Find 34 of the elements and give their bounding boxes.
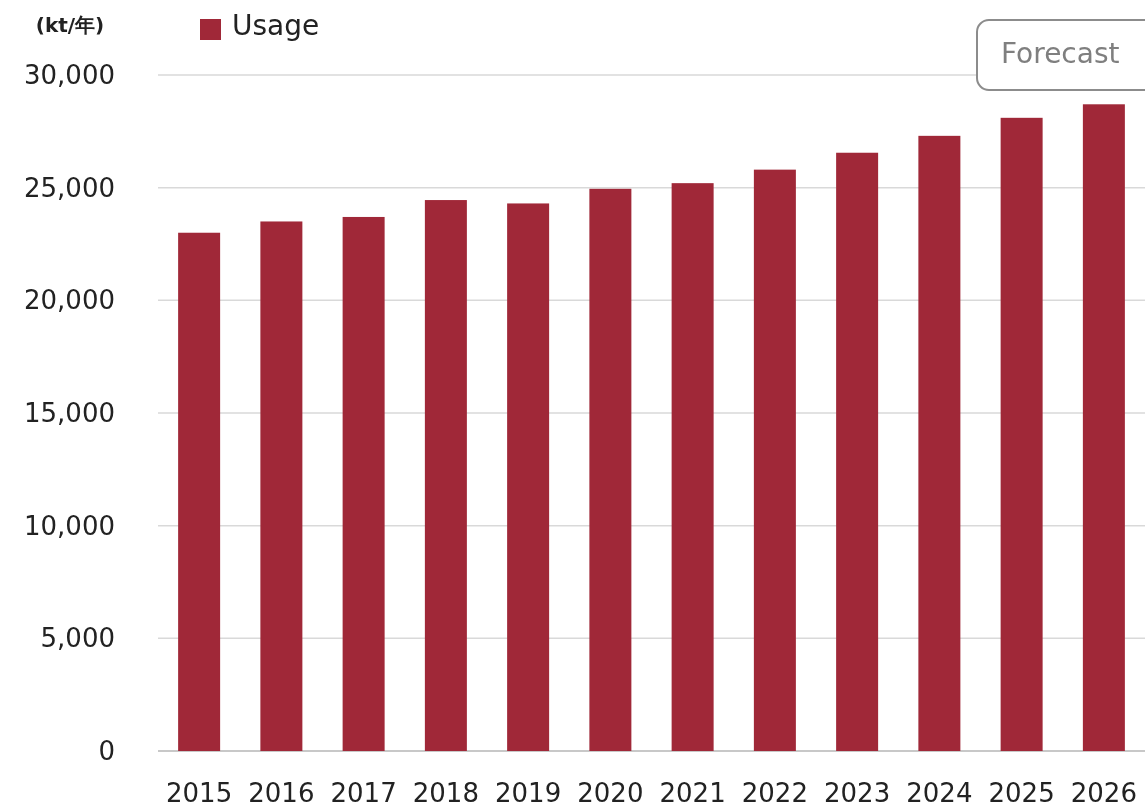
x-tick-label: 2024 (906, 778, 973, 808)
bar (671, 183, 714, 751)
x-tick-label: 2015 (166, 778, 233, 808)
x-tick-label: 2016 (248, 778, 315, 808)
bar (507, 203, 550, 751)
x-tick-label: 2020 (577, 778, 644, 808)
bar (178, 232, 221, 751)
bar (836, 152, 879, 751)
bar (753, 169, 796, 751)
x-tick-label: 2017 (330, 778, 397, 808)
y-tick-label: 30,000 (24, 60, 115, 90)
x-tick-label: 2018 (412, 778, 479, 808)
x-tick-label: 2025 (988, 778, 1055, 808)
legend-label: Usage (232, 9, 320, 42)
bar (1082, 104, 1125, 751)
bar (342, 216, 385, 751)
y-tick-label: 20,000 (24, 285, 115, 316)
x-tick-label: 2022 (741, 778, 808, 808)
y-tick-label: 10,000 (24, 510, 115, 541)
bar (918, 135, 961, 751)
x-tick-label: 2023 (824, 778, 891, 808)
y-tick-label: 25,000 (24, 172, 115, 203)
x-tick-label: 2021 (659, 778, 726, 808)
bar (260, 221, 303, 751)
x-tick-label: 2026 (1070, 778, 1137, 808)
x-tick-label: 2019 (495, 778, 562, 808)
bar (589, 188, 632, 751)
bar (1000, 117, 1043, 751)
y-tick-label: 0 (98, 736, 115, 766)
text: Forecast (1001, 37, 1120, 70)
y-tick-label: 15,000 (24, 398, 115, 428)
y-axis-title: (kt/年) (35, 13, 105, 37)
y-tick-label: 5,000 (40, 623, 115, 654)
bar (424, 200, 467, 751)
